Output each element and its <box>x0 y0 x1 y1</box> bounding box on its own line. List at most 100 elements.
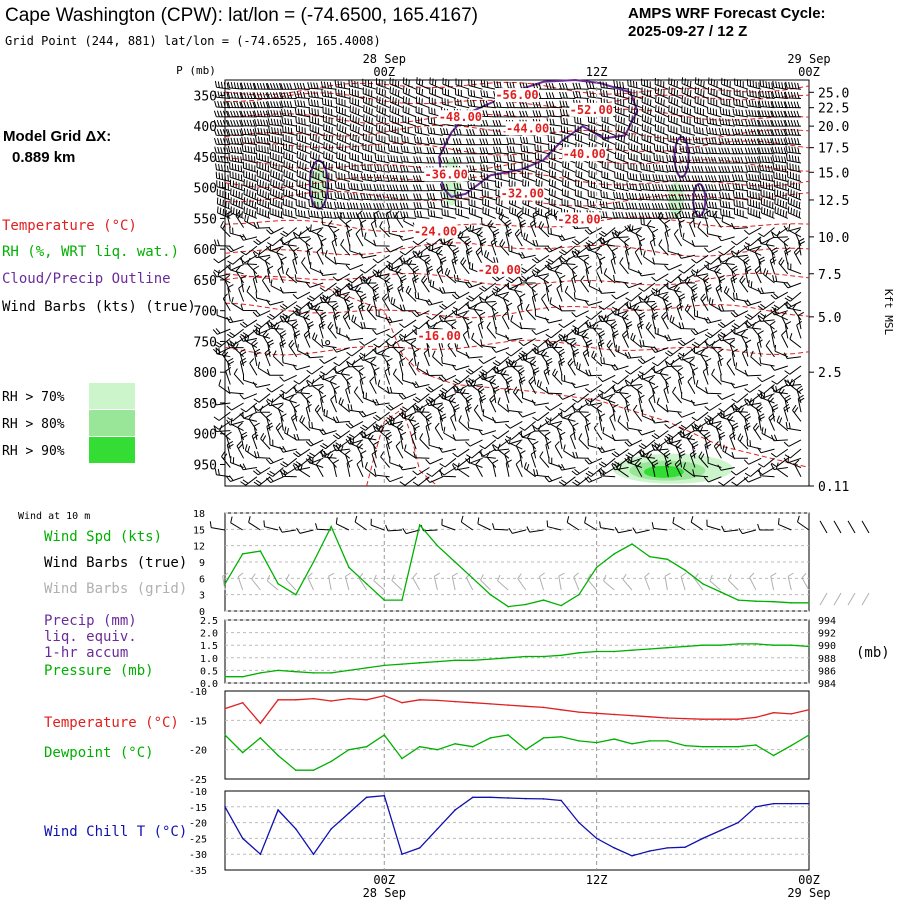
wind-barb <box>314 404 324 422</box>
wind-barb <box>464 403 472 422</box>
legend-pressure: Pressure (mb) <box>44 663 154 679</box>
wind-chill-point <box>330 828 332 830</box>
wind-barb <box>572 91 589 99</box>
wind-barb <box>778 257 789 275</box>
wind-barb <box>688 357 696 376</box>
wind-barb <box>214 468 231 478</box>
dewpoint-point <box>790 744 793 747</box>
wind-barb <box>309 115 324 127</box>
wind-barb <box>213 398 231 406</box>
wind-speed-point <box>418 524 421 526</box>
pressure-point <box>383 664 386 667</box>
wind-barb <box>259 405 271 422</box>
wind-barb <box>372 328 390 335</box>
wind-barb <box>784 110 801 118</box>
wind-barb <box>665 404 682 413</box>
wind-barb <box>306 365 324 375</box>
wind-barb <box>241 136 257 146</box>
wind-barb <box>348 282 364 293</box>
temperature-contour-label: -16.00 <box>417 329 460 343</box>
wind-chill-point <box>648 850 651 852</box>
wind-barb <box>253 221 271 229</box>
wind-barb <box>691 193 709 201</box>
wind-barb <box>638 202 656 210</box>
wind-barb <box>572 476 590 486</box>
wind-barb <box>253 405 271 413</box>
wind-barb <box>375 133 390 146</box>
wind-barb <box>282 208 297 219</box>
wind-barb <box>649 237 656 256</box>
wind-barb-grid <box>587 573 597 591</box>
wind-barb <box>375 143 390 155</box>
wind-barb <box>465 457 483 464</box>
wind-barb <box>745 99 762 109</box>
wind-barb <box>532 82 549 90</box>
pressure-point <box>401 663 403 665</box>
wind-barb <box>215 163 231 173</box>
wind-barb-10m <box>526 526 544 533</box>
wind-barb <box>641 95 656 109</box>
wind-barb <box>373 173 390 182</box>
wind-barb-grid <box>680 572 687 591</box>
wind-barb <box>402 86 417 99</box>
wind-barb <box>287 238 298 256</box>
wind-barb <box>624 301 643 309</box>
wind-barb <box>598 457 616 468</box>
wind-barb <box>677 411 696 418</box>
wind-barb <box>282 125 297 136</box>
wind-barb <box>454 191 470 201</box>
wind-barb <box>240 304 257 312</box>
wind-barb <box>467 89 483 99</box>
wind-barb <box>434 422 444 441</box>
wind-barb <box>501 311 510 330</box>
contour-label-bg <box>438 110 483 125</box>
wind-barb <box>465 365 483 375</box>
wind-barb <box>575 179 589 192</box>
wind-barb <box>408 358 417 376</box>
wind-barb <box>333 256 350 265</box>
wind-barb <box>386 328 404 339</box>
wind-barb <box>584 476 603 483</box>
temperature-tick-label: -20 <box>189 746 207 757</box>
wind-barb <box>240 257 257 265</box>
wind-barb <box>587 189 603 201</box>
wind-chill-point <box>259 853 262 855</box>
wind-barb <box>578 433 590 450</box>
wind-barb <box>741 348 749 367</box>
wind-barb <box>453 274 470 284</box>
temperature-contour-line <box>224 157 810 172</box>
wind-barb <box>425 476 443 483</box>
dewpoint-point <box>808 734 810 736</box>
wind-barb <box>665 302 673 320</box>
wind-barb <box>691 156 709 164</box>
wind-barb <box>258 250 271 265</box>
wind-barb <box>478 429 496 436</box>
wind-barb <box>560 125 576 136</box>
wind-speed-point <box>631 543 633 545</box>
wind-barb <box>680 125 696 136</box>
wind-barb <box>402 95 417 109</box>
wind-barb <box>253 110 271 118</box>
wind-barb <box>415 96 430 109</box>
wind-barb <box>731 476 749 486</box>
pressure-tick-label: 650 <box>194 274 217 289</box>
wind-barb <box>256 169 271 182</box>
wind-barb <box>718 431 726 450</box>
wind-barb <box>745 164 762 173</box>
wind-barb <box>770 434 788 442</box>
wind-barb <box>363 353 377 367</box>
wind-barb <box>584 413 591 431</box>
wind-barb <box>386 174 403 182</box>
wind-barb <box>705 201 722 210</box>
wind-barb <box>295 199 311 210</box>
wind-barb <box>436 265 444 284</box>
wind-barb <box>505 110 523 118</box>
wind-barb <box>416 86 430 99</box>
pressure-tick-label: 400 <box>194 120 217 135</box>
wind-chill-point <box>737 821 740 824</box>
wind-barb <box>641 123 656 136</box>
wind-barb <box>294 386 310 395</box>
wind-speed-point <box>224 582 226 585</box>
wind-barb <box>239 393 258 400</box>
